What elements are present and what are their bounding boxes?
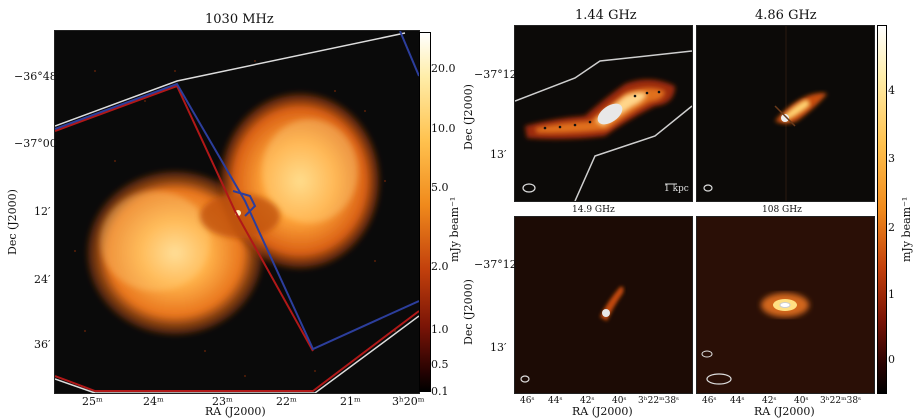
panel-title-1p44ghz: 1.44 GHz <box>575 8 637 23</box>
image-4p86ghz <box>696 25 875 202</box>
panel-title-4p86ghz: 4.86 GHz <box>755 8 817 23</box>
ra-tick-label: 24ᵐ <box>143 395 164 408</box>
dec-tick-label: −37°12′ <box>474 68 520 81</box>
image-14p9ghz <box>514 216 693 394</box>
colorbar-tick-label: 0.1 <box>431 385 449 398</box>
dec-tick-label: −36°48′ <box>14 70 60 83</box>
ra-tick-label: 22ᵐ <box>276 395 297 408</box>
ra-tick-label: 42ˢ <box>762 396 777 406</box>
ra-tick-label: 46ˢ <box>520 396 535 406</box>
colorbar-tick-label: 3 <box>888 152 895 165</box>
colorbar-tick-label: 10.0 <box>431 122 456 135</box>
panel-title-108ghz: 108 GHz <box>762 205 802 215</box>
colorbar-tick-label: 0.5 <box>431 358 449 371</box>
ra-tick-label: 23ᵐ <box>212 395 233 408</box>
right-colorbar-label: mJy beam⁻¹ <box>900 196 913 262</box>
left-panel-title: 1030 MHz <box>205 12 274 27</box>
radio-image-1030mhz <box>54 30 420 394</box>
image-108ghz <box>696 216 875 394</box>
ra-tick-label: 40ˢ <box>612 396 627 406</box>
jet-image-1p44ghz <box>515 26 692 201</box>
left-xlabel: RA (J2000) <box>205 405 266 418</box>
dec-tick-label: −37°00′ <box>14 137 60 150</box>
dec-tick-label: 13′ <box>490 148 507 161</box>
radio-lobes-image <box>55 31 419 393</box>
ra-tick-label: 42ˢ <box>580 396 595 406</box>
colorbar-tick-label: 4 <box>888 84 895 97</box>
ra-tick-label: 44ˢ <box>548 396 563 406</box>
colorbar-tick-label: 1.0 <box>431 323 449 336</box>
right-bottom-ylabel: Dec (J2000) <box>462 279 475 345</box>
ra-tick-label: 3ʰ20ᵐ <box>392 395 425 408</box>
colorbar-tick-label: 2 <box>888 221 895 234</box>
scalebar-label: 1 kpc <box>664 184 689 194</box>
ra-tick-label: 44ˢ <box>730 396 745 406</box>
jet-image-14p9ghz <box>515 217 692 393</box>
ra-tick-label: 3ʰ22ᵐ38ˢ <box>820 396 862 406</box>
right-top-ylabel: Dec (J2000) <box>462 84 475 150</box>
ra-tick-label: 40ˢ <box>794 396 809 406</box>
left-colorbar-label: mJy beam⁻¹ <box>448 196 461 262</box>
dec-tick-label: −37°12′ <box>474 258 520 271</box>
ra-tick-label: 21ᵐ <box>340 395 361 408</box>
image-1p44ghz <box>514 25 693 202</box>
left-ylabel: Dec (J2000) <box>6 189 19 255</box>
dec-tick-label: 36′ <box>34 338 51 351</box>
colorbar-tick-label: 5.0 <box>431 181 449 194</box>
dec-tick-label: 12′ <box>34 205 51 218</box>
ra-tick-label: 25ᵐ <box>82 395 103 408</box>
colorbar-tick-label: 2.0 <box>431 260 449 273</box>
dec-tick-label: 24′ <box>34 273 51 286</box>
colorbar-tick-label: 20.0 <box>431 62 456 75</box>
ra-tick-label: 46ˢ <box>702 396 717 406</box>
left-colorbar <box>419 32 431 392</box>
panel-title-14p9ghz: 14.9 GHz <box>572 205 615 215</box>
jet-image-4p86ghz <box>697 26 874 201</box>
dec-tick-label: 13′ <box>490 341 507 354</box>
colorbar-tick-label: 0 <box>888 353 895 366</box>
right-xlabel-left: RA (J2000) <box>572 405 633 418</box>
right-xlabel-right: RA (J2000) <box>754 405 815 418</box>
colorbar-tick-label: 1 <box>888 288 895 301</box>
core-image-108ghz <box>697 217 874 393</box>
right-colorbar <box>877 25 887 394</box>
ra-tick-label: 3ʰ22ᵐ38ˢ <box>638 396 680 406</box>
